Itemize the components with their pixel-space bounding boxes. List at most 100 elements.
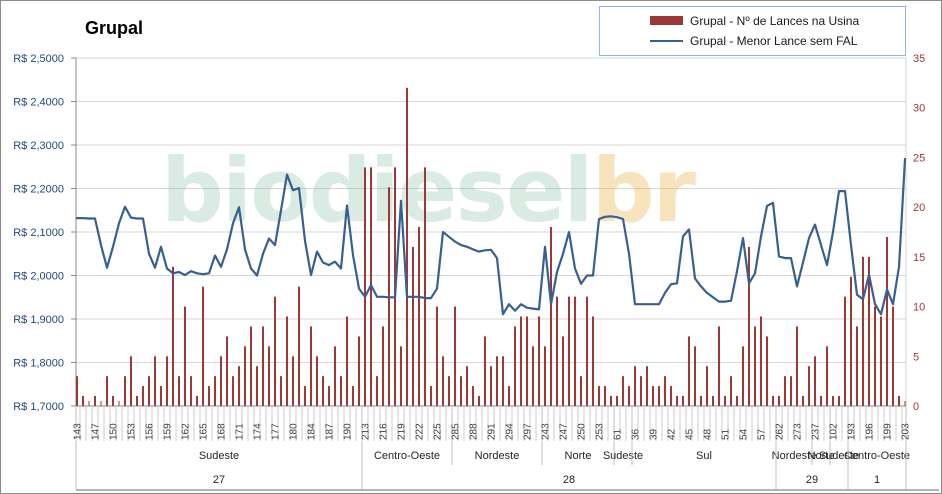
bar [718, 326, 720, 406]
x-axis-tick-label: 294 [505, 423, 516, 440]
category-tick [796, 401, 798, 406]
category-tick [490, 401, 492, 406]
category-tick [748, 401, 750, 406]
x-axis-tick-label: 243 [541, 423, 552, 440]
bar [490, 366, 492, 406]
category-tick [454, 401, 456, 406]
category-tick [556, 401, 558, 406]
category-tick [424, 401, 426, 406]
category-tick [508, 401, 510, 406]
category-tick [898, 401, 900, 406]
x-axis-tick-label: 291 [487, 423, 498, 440]
bar [496, 356, 498, 406]
bar [742, 346, 744, 406]
category-tick [364, 401, 366, 406]
category-tick [460, 401, 462, 406]
bar [448, 376, 450, 406]
bar [418, 227, 420, 406]
category-tick [772, 401, 774, 406]
bar [436, 306, 438, 406]
x-axis-tick-label: 247 [559, 423, 570, 440]
bar [316, 356, 318, 406]
left-axis-label: R$ 2,4000 [13, 97, 64, 109]
bar [856, 326, 858, 406]
category-tick [802, 401, 804, 406]
bar [562, 336, 564, 406]
bar [580, 376, 582, 406]
bar [814, 356, 816, 406]
category-tick [412, 401, 414, 406]
category-tick [718, 401, 720, 406]
x-axis-tick-label: 147 [91, 423, 102, 440]
bar [166, 356, 168, 406]
legend-line-label: Grupal - Menor Lance sem FAL [690, 34, 858, 49]
bar [334, 346, 336, 406]
x-axis-tick-label: 168 [217, 423, 228, 440]
x-axis-tick-label: 190 [343, 423, 354, 440]
category-tick [292, 401, 294, 406]
category-tick [514, 401, 516, 406]
x-axis-tick-label: 45 [685, 428, 696, 440]
bar [76, 376, 78, 406]
legend-item-bars: Grupal - Nº de Lances na Usina [650, 14, 905, 28]
category-tick [652, 401, 654, 406]
bar [376, 376, 378, 406]
category-tick [322, 401, 324, 406]
region-label: Sudeste [199, 450, 239, 462]
chart-title: Grupal [85, 18, 144, 38]
bar [652, 386, 654, 406]
category-tick [892, 401, 894, 406]
x-axis-tick-label: 193 [847, 423, 858, 440]
bar [286, 316, 288, 406]
category-tick [664, 401, 666, 406]
legend-line-swatch-icon [650, 40, 683, 43]
category-tick [82, 401, 84, 406]
x-axis-tick-label: 288 [469, 423, 480, 440]
category-tick [166, 401, 168, 406]
bar [442, 356, 444, 406]
category-tick [856, 401, 858, 406]
category-tick [370, 401, 372, 406]
bar [472, 386, 474, 406]
line-series [75, 157, 907, 316]
bar [238, 366, 240, 406]
region-label: Nordeste [475, 450, 520, 462]
region-label: Nordeste [772, 450, 817, 462]
category-tick [880, 401, 882, 406]
x-axis-tick-label: 162 [181, 423, 192, 440]
x-axis-tick-label: 187 [325, 423, 336, 440]
x-axis-tick-label: 213 [361, 423, 372, 440]
bar [886, 236, 888, 406]
x-axis-tick-label: 250 [577, 423, 588, 440]
bar [412, 246, 414, 406]
bar [790, 376, 792, 406]
region-label: Sudeste [603, 450, 643, 462]
category-tick [466, 401, 468, 406]
category-tick [658, 401, 660, 406]
category-tick [112, 401, 114, 406]
category-tick [238, 401, 240, 406]
bar [226, 336, 228, 406]
x-axis-tick-label: 36 [631, 428, 642, 440]
left-axis-label: R$ 2,3000 [13, 140, 64, 152]
category-tick [196, 401, 198, 406]
category-tick [184, 401, 186, 406]
x-axis-tick-label: 150 [109, 423, 120, 440]
category-tick [142, 401, 144, 406]
x-axis-tick-label: 222 [415, 423, 426, 440]
category-tick [568, 401, 570, 406]
category-tick [280, 401, 282, 406]
category-tick [532, 401, 534, 406]
category-tick [118, 401, 120, 406]
region-label: Norte [565, 450, 592, 462]
bar [142, 386, 144, 406]
category-tick [676, 401, 678, 406]
category-tick [334, 401, 336, 406]
category-tick [538, 401, 540, 406]
bar [502, 356, 504, 406]
category-tick [244, 401, 246, 406]
category-tick [190, 401, 192, 406]
bar [268, 346, 270, 406]
category-tick [382, 401, 384, 406]
